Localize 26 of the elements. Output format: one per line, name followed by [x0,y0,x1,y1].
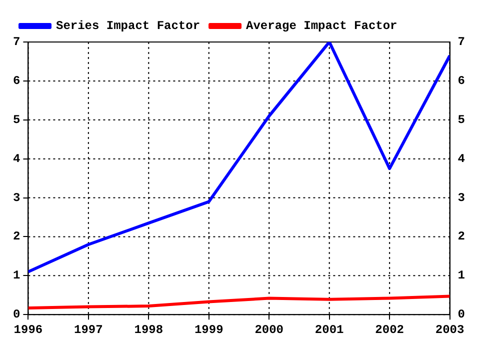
y-tick-label: 5 [13,112,20,127]
y2-tick-label: 7 [458,35,465,50]
y-tick-label: 3 [13,190,20,205]
x-tick-label: 1996 [14,322,43,337]
y-tick-label: 4 [13,152,20,166]
x-tick-label: 2003 [435,322,464,337]
y2-tick-label: 1 [458,268,465,283]
x-tick-label: 1998 [134,322,164,337]
y-tick-label: 1 [13,268,20,283]
x-tick-label: 2000 [254,322,284,337]
y-tick-label: 2 [13,230,20,244]
x-tick-label: 1999 [194,322,224,337]
y-tick-label: 7 [13,35,20,50]
y2-tick-label: 5 [458,112,465,127]
y-tick-label: 6 [13,74,20,88]
y2-tick-label: 2 [458,230,465,244]
y-tick-label: 0 [13,308,20,322]
legend-label: Average Impact Factor [246,19,398,34]
y2-tick-label: 0 [458,308,465,322]
legend-label: Series Impact Factor [56,19,200,34]
y2-tick-label: 3 [458,190,465,205]
x-tick-label: 2001 [314,322,344,337]
y2-tick-label: 6 [458,74,465,88]
x-tick-label: 2002 [375,322,404,337]
y2-tick-label: 4 [458,152,465,166]
x-tick-label: 1997 [74,322,103,337]
